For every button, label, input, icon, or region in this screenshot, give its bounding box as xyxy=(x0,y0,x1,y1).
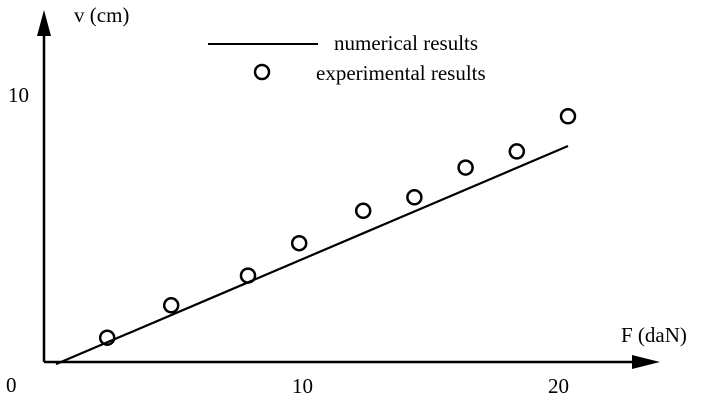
experimental-point-2 xyxy=(162,297,180,314)
experimental-point-9 xyxy=(559,108,577,125)
experimental-point-5 xyxy=(354,202,372,220)
y-axis-label: v (cm) xyxy=(74,3,129,27)
legend-circle-swatch xyxy=(253,63,271,81)
numerical-results-line xyxy=(55,144,569,366)
experimental-point-4 xyxy=(290,234,308,252)
x-tick-label-20: 20 xyxy=(548,374,569,398)
legend-label-numerical: numerical results xyxy=(334,31,478,55)
experimental-point-1 xyxy=(98,329,116,346)
x-axis-arrowhead xyxy=(632,355,660,369)
origin-label: 0 xyxy=(6,373,17,397)
plot-area xyxy=(55,108,577,366)
x-axis-label: F (daN) xyxy=(621,323,687,347)
experimental-point-8 xyxy=(508,143,526,160)
experimental-point-6 xyxy=(406,189,423,206)
legend-label-experimental: experimental results xyxy=(316,61,486,85)
x-tick-label-10: 10 xyxy=(292,374,313,398)
legend: numerical results experimental results xyxy=(208,31,486,85)
experimental-point-3 xyxy=(239,267,257,284)
y-axis-arrowhead xyxy=(37,10,51,36)
y-tick-label-10: 10 xyxy=(8,83,29,107)
experimental-point-7 xyxy=(457,159,474,176)
